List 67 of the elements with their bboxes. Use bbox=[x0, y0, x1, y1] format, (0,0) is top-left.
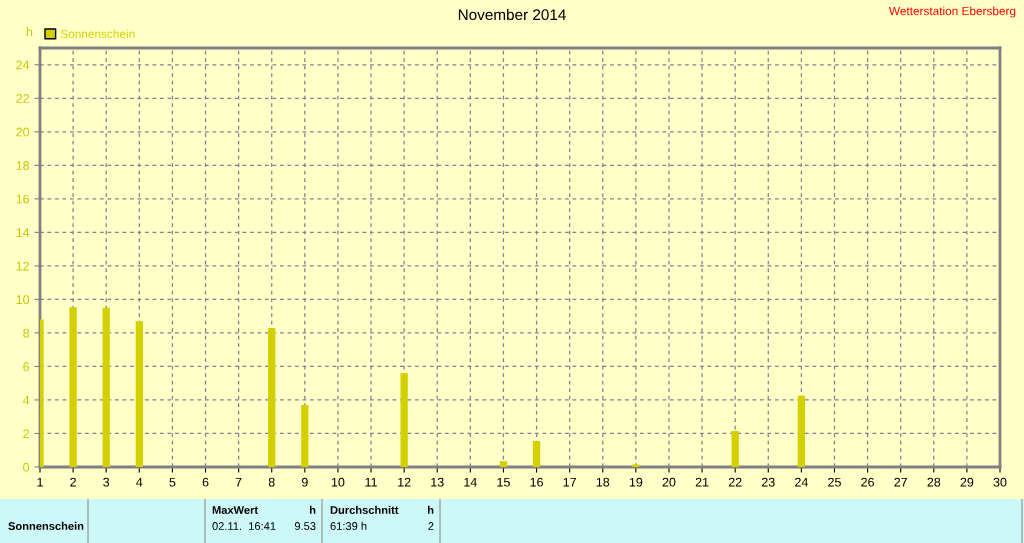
y-tick-label: 20 bbox=[16, 127, 30, 137]
x-tick-label: 10 bbox=[331, 477, 345, 487]
text: h bbox=[427, 505, 434, 514]
x-tick-label: 1 bbox=[37, 477, 43, 487]
x-tick-label: 22 bbox=[728, 477, 742, 487]
x-tick-label: 9 bbox=[301, 477, 308, 487]
chart-title: November 2014 bbox=[458, 8, 566, 21]
text: 2 bbox=[428, 522, 434, 530]
y-tick-label: 8 bbox=[23, 328, 30, 338]
y-tick-label: 12 bbox=[16, 261, 29, 271]
bar bbox=[499, 461, 508, 467]
text: 61:39 h bbox=[330, 521, 367, 530]
text: Durchschnitt bbox=[330, 505, 399, 514]
bar bbox=[731, 430, 739, 467]
x-tick-label: 2 bbox=[70, 477, 76, 487]
legend-label: Sonnenschein bbox=[60, 29, 135, 39]
x-tick-label: 13 bbox=[431, 477, 444, 487]
text: 9.53 bbox=[294, 522, 316, 530]
y-tick-label: 18 bbox=[16, 161, 30, 170]
bar bbox=[69, 307, 77, 467]
y-tick-label: 0 bbox=[23, 462, 30, 472]
bar bbox=[135, 321, 143, 467]
bar bbox=[632, 464, 640, 467]
text: h bbox=[309, 505, 316, 514]
y-tick-label: 4 bbox=[22, 395, 30, 405]
x-tick-label: 26 bbox=[861, 477, 874, 487]
y-tick-label: 2 bbox=[23, 429, 29, 439]
x-tick-label: 19 bbox=[629, 477, 643, 487]
bar bbox=[532, 441, 541, 467]
y-tick-label: 22 bbox=[16, 94, 29, 103]
bar bbox=[268, 327, 276, 467]
x-tick-label: 15 bbox=[497, 477, 510, 487]
bar bbox=[102, 307, 110, 467]
x-tick-label: 5 bbox=[169, 477, 176, 487]
text: Sonnenschein bbox=[8, 521, 84, 530]
x-tick-label: 14 bbox=[464, 477, 477, 487]
x-tick-label: 24 bbox=[795, 477, 808, 487]
x-tick-label: 8 bbox=[268, 477, 275, 487]
x-tick-label: 23 bbox=[761, 477, 775, 487]
x-tick-label: 21 bbox=[695, 477, 709, 487]
bar bbox=[797, 395, 806, 467]
bar bbox=[301, 404, 309, 467]
x-tick-label: 20 bbox=[662, 477, 676, 487]
y-tick-label: 16 bbox=[16, 194, 30, 204]
x-tick-label: 3 bbox=[103, 477, 110, 487]
x-tick-label: 28 bbox=[927, 477, 941, 487]
y-tick-label: 24 bbox=[16, 60, 30, 70]
bar bbox=[400, 373, 408, 467]
x-tick-label: 29 bbox=[960, 477, 974, 487]
x-tick-label: 30 bbox=[993, 477, 1007, 487]
x-tick-label: 27 bbox=[894, 477, 908, 487]
x-tick-label: 7 bbox=[235, 477, 242, 487]
text: 02.11. 16:41 bbox=[212, 522, 276, 530]
x-tick-label: 11 bbox=[365, 477, 377, 487]
y-tick-label: 14 bbox=[16, 228, 30, 237]
x-tick-label: 25 bbox=[828, 477, 841, 487]
x-tick-label: 16 bbox=[530, 477, 543, 487]
x-tick-label: 12 bbox=[398, 477, 411, 487]
x-tick-label: 17 bbox=[563, 477, 576, 487]
text: MaxWert bbox=[212, 506, 258, 514]
x-tick-label: 4 bbox=[136, 477, 143, 487]
x-tick-label: 18 bbox=[596, 477, 610, 487]
x-tick-label: 6 bbox=[202, 477, 209, 487]
y-axis-title: h bbox=[26, 27, 33, 37]
y-tick-label: 10 bbox=[16, 295, 30, 305]
text: Wetterstation Ebersberg bbox=[888, 6, 1016, 18]
y-tick-label: 6 bbox=[23, 362, 30, 372]
